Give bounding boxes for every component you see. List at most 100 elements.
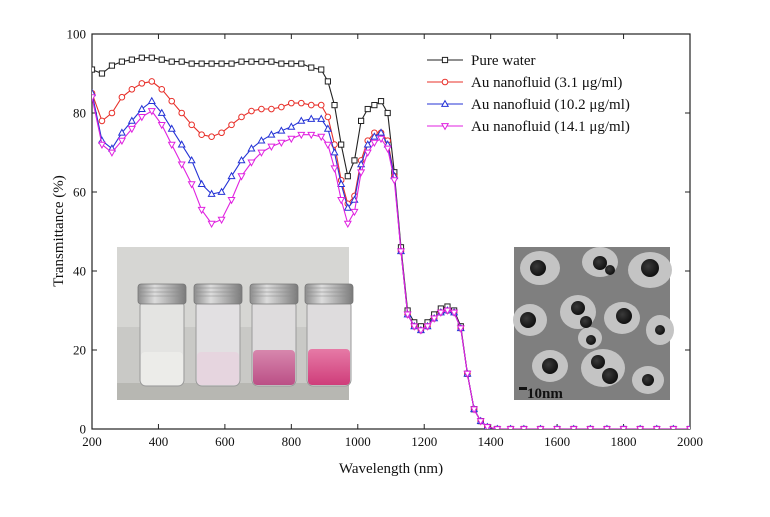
tem-image-inset: 10nm xyxy=(513,247,674,402)
data-point-square xyxy=(324,78,331,85)
data-point-triangle-down xyxy=(483,424,492,429)
y-axis-label: Transmittance (%) xyxy=(51,175,67,287)
data-point-triangle-down xyxy=(187,181,196,189)
data-point-square xyxy=(364,105,371,113)
data-point-circle xyxy=(168,97,176,105)
data-point-circle xyxy=(441,78,449,86)
data-point-triangle-up xyxy=(330,148,339,156)
data-point-triangle-down xyxy=(92,94,97,102)
data-point-triangle-up xyxy=(127,116,136,124)
data-point-triangle-down xyxy=(619,426,628,429)
data-point-square xyxy=(308,64,315,71)
data-point-triangle-up xyxy=(337,179,346,187)
data-point-triangle-down xyxy=(376,135,386,144)
data-point-triangle-up xyxy=(267,130,276,138)
data-point-square xyxy=(158,56,165,63)
data-point-square xyxy=(128,56,135,63)
legend-label: Au nanofluid (10.2 μg/ml) xyxy=(471,97,630,113)
data-point-triangle-down xyxy=(167,141,176,150)
data-point-triangle-up xyxy=(177,140,186,148)
x-axis-label: Wavelength (nm) xyxy=(339,461,443,477)
vial-2 xyxy=(193,283,243,387)
data-point-square xyxy=(288,60,295,67)
data-point-triangle-up xyxy=(363,140,372,148)
y-tick-label: 100 xyxy=(67,27,87,42)
data-point-triangle-down xyxy=(357,169,366,177)
data-point-circle xyxy=(317,101,325,109)
data-point-square xyxy=(198,60,205,67)
data-point-triangle-up xyxy=(187,155,196,164)
series-4 xyxy=(92,94,690,429)
data-point-triangle-up xyxy=(257,136,266,144)
data-point-triangle-up xyxy=(277,126,286,134)
vial-1 xyxy=(137,283,187,387)
vial-4 xyxy=(304,283,354,387)
x-tick-label: 600 xyxy=(215,434,235,449)
data-point-triangle-down xyxy=(350,208,359,217)
data-point-circle xyxy=(218,129,225,137)
data-point-triangle-down xyxy=(337,197,346,205)
data-point-square xyxy=(258,58,265,65)
data-point-triangle-down xyxy=(476,418,485,426)
data-point-square xyxy=(92,66,96,73)
data-point-triangle-down xyxy=(323,141,332,150)
series-layer xyxy=(92,54,690,429)
x-tick-label: 1000 xyxy=(345,434,371,449)
data-point-triangle-down xyxy=(217,216,226,225)
data-point-triangle-down xyxy=(470,406,479,414)
data-point-square xyxy=(351,157,358,164)
data-point-square xyxy=(358,117,365,125)
data-point-triangle-up xyxy=(297,116,306,124)
data-point-triangle-down xyxy=(685,426,690,429)
x-tick-label: 1200 xyxy=(411,434,437,449)
data-point-circle xyxy=(188,121,195,129)
x-tick-label: 1600 xyxy=(544,434,570,449)
data-point-square xyxy=(384,109,391,117)
x-tick-label: 1800 xyxy=(611,434,637,449)
legend-label: Pure water xyxy=(471,53,536,69)
data-point-circle xyxy=(128,86,136,93)
axes: 200 400 600 800 1000 1200 1400 1600 1800 2000 0 20 4… xyxy=(67,27,704,450)
scale-bar-label: 10nm xyxy=(527,386,563,402)
data-point-triangle-up xyxy=(207,189,216,197)
x-tick-label: 800 xyxy=(282,434,302,449)
data-point-square xyxy=(441,56,449,64)
data-point-triangle-down xyxy=(137,114,146,122)
data-point-triangle-down xyxy=(247,159,256,167)
data-point-triangle-up xyxy=(343,203,352,211)
data-point-triangle-up xyxy=(287,122,296,130)
data-point-triangle-down xyxy=(207,220,216,229)
data-point-triangle-down xyxy=(456,325,465,333)
data-point-triangle-down xyxy=(127,125,136,134)
data-point-square xyxy=(228,60,235,67)
data-point-triangle-down xyxy=(383,145,392,153)
data-point-triangle-down xyxy=(287,135,296,144)
data-point-square xyxy=(371,102,378,109)
data-point-triangle-up xyxy=(307,114,316,122)
y-tick-label: 20 xyxy=(73,343,86,358)
vials-photo-inset xyxy=(117,247,354,400)
data-point-triangle-up xyxy=(217,187,226,195)
data-point-triangle-up xyxy=(323,124,332,132)
data-point-circle xyxy=(198,131,205,139)
data-point-circle xyxy=(138,80,146,87)
data-point-square xyxy=(331,102,338,109)
data-point-triangle-down xyxy=(267,143,276,152)
data-point-square xyxy=(238,58,245,65)
data-point-triangle-down xyxy=(416,327,425,335)
data-point-triangle-down xyxy=(307,131,316,140)
data-point-triangle-up xyxy=(317,114,326,122)
data-point-triangle-down xyxy=(317,133,326,142)
data-point-triangle-up xyxy=(227,171,236,180)
data-point-triangle-down xyxy=(330,165,339,173)
data-point-triangle-down xyxy=(602,426,611,429)
data-point-triangle-down xyxy=(107,149,116,157)
data-point-triangle-up xyxy=(370,132,379,140)
data-point-square xyxy=(218,60,225,67)
data-point-triangle-up xyxy=(376,128,386,136)
data-point-square xyxy=(268,58,275,65)
data-point-triangle-down xyxy=(117,137,126,146)
data-point-square xyxy=(178,58,185,65)
